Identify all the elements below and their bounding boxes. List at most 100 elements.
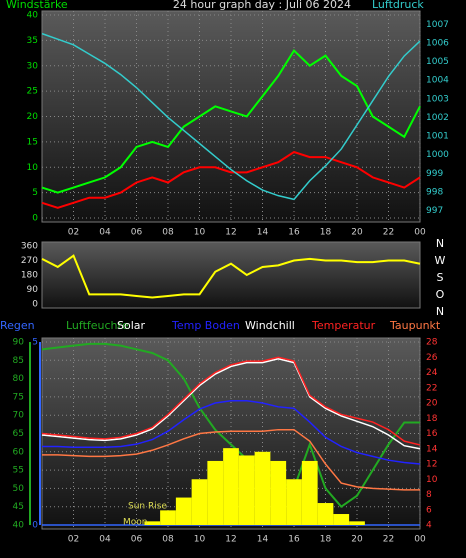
y2-tick-label: 12 bbox=[426, 460, 437, 470]
y-tick-label: 20 bbox=[27, 112, 39, 122]
x-tick-label: 04 bbox=[99, 535, 111, 545]
y2-tick-label: 1004 bbox=[426, 76, 449, 86]
series-line bbox=[42, 399, 421, 465]
y2-tick-label: 998 bbox=[426, 187, 443, 197]
compass-label: O bbox=[436, 288, 445, 301]
x-tick-label: 00 bbox=[414, 535, 426, 545]
y-tick-label: 25 bbox=[27, 87, 38, 97]
legend-entry: Windchill bbox=[245, 319, 295, 332]
legend-entry: Taupunkt bbox=[389, 319, 441, 332]
solar-bar bbox=[349, 521, 365, 525]
solar-bar bbox=[175, 497, 192, 525]
x-tick-label: 14 bbox=[257, 535, 269, 545]
y2-tick-label: 16 bbox=[426, 429, 438, 439]
solar-bar bbox=[254, 451, 271, 525]
y-tick-label: 35 bbox=[27, 36, 38, 46]
y2-tick-label: 24 bbox=[426, 368, 438, 378]
series-line bbox=[41, 32, 421, 201]
y-axis-label: Windstärke bbox=[6, 0, 68, 11]
y2-tick-label: 1002 bbox=[426, 113, 449, 123]
y-tick-label: 50 bbox=[13, 484, 25, 494]
plot-area bbox=[41, 241, 421, 309]
solar-bar bbox=[160, 510, 176, 525]
y-tick-label: 10 bbox=[27, 163, 39, 173]
y2-tick-label: 28 bbox=[426, 338, 438, 348]
y-tick-label: 85 bbox=[13, 356, 24, 366]
y2-tick-label: 1003 bbox=[426, 94, 449, 104]
legend-entry: Regen bbox=[0, 319, 35, 332]
y2-tick-label: 6 bbox=[426, 505, 432, 515]
y2-tick-label: 4 bbox=[426, 521, 432, 531]
rain-tick-label: 0 bbox=[32, 521, 38, 531]
y-tick-label: 90 bbox=[27, 285, 39, 295]
solar-bar bbox=[286, 479, 302, 525]
y-tick-label: 45 bbox=[13, 502, 24, 512]
y-tick-label: 270 bbox=[21, 256, 38, 266]
compass-label: N bbox=[436, 237, 444, 250]
solar-bar bbox=[333, 514, 350, 525]
annotation: Moon bbox=[123, 518, 147, 528]
solar-bar bbox=[270, 460, 287, 525]
y2-tick-label: 8 bbox=[426, 490, 432, 500]
plot-area bbox=[41, 10, 421, 223]
series-line bbox=[41, 254, 421, 299]
x-tick-label: 18 bbox=[320, 535, 332, 545]
series-line bbox=[41, 356, 421, 446]
legend-entry: Temp Boden bbox=[171, 319, 240, 332]
solar-bar bbox=[301, 460, 318, 525]
y-tick-label: 5 bbox=[32, 188, 38, 198]
x-tick-label: 20 bbox=[351, 228, 363, 238]
solar-bar bbox=[238, 455, 255, 525]
x-tick-label: 16 bbox=[288, 228, 300, 238]
y-tick-label: 40 bbox=[13, 521, 25, 531]
series-line bbox=[42, 428, 420, 491]
x-tick-label: 04 bbox=[99, 228, 111, 238]
legend-entry: Temperatur bbox=[311, 319, 376, 332]
x-tick-label: 08 bbox=[162, 535, 174, 545]
y-tick-label: 180 bbox=[21, 271, 38, 281]
x-tick-label: 02 bbox=[68, 228, 79, 238]
y-tick-label: 360 bbox=[21, 242, 38, 252]
x-tick-label: 10 bbox=[194, 535, 206, 545]
solar-bar bbox=[317, 503, 334, 525]
compass-label: W bbox=[435, 254, 446, 267]
x-tick-label: 20 bbox=[351, 535, 363, 545]
y-tick-label: 40 bbox=[27, 11, 39, 21]
compass-label: S bbox=[437, 271, 444, 284]
y2-tick-label: 18 bbox=[426, 414, 438, 424]
y2-tick-label: 1006 bbox=[426, 38, 449, 48]
rain-tick-label: 5 bbox=[32, 338, 38, 348]
solar-bar bbox=[223, 448, 239, 525]
x-tick-label: 02 bbox=[68, 535, 79, 545]
y2-tick-label: 10 bbox=[426, 475, 438, 485]
chart-title: 24 hour graph day : Juli 06 2024 bbox=[173, 0, 351, 11]
series-line bbox=[41, 358, 421, 450]
y2-tick-label: 1005 bbox=[426, 57, 449, 67]
y-tick-label: 55 bbox=[13, 466, 24, 476]
solar-bar bbox=[144, 521, 161, 525]
y2-tick-label: 1001 bbox=[426, 132, 449, 142]
x-tick-label: 22 bbox=[383, 535, 394, 545]
solar-bar bbox=[207, 460, 224, 525]
y-tick-label: 90 bbox=[13, 338, 25, 348]
x-tick-label: 18 bbox=[320, 228, 332, 238]
legend-entry: Luftfeuchte bbox=[66, 319, 129, 332]
y2-tick-label: 997 bbox=[426, 206, 443, 216]
annotation: Sun Rise bbox=[128, 502, 167, 512]
y2-tick-label: 22 bbox=[426, 383, 437, 393]
y-tick-label: 60 bbox=[13, 447, 25, 457]
y-tick-label: 0 bbox=[32, 300, 38, 310]
series-line bbox=[41, 150, 421, 209]
x-tick-label: 14 bbox=[257, 228, 269, 238]
series-line bbox=[41, 48, 421, 194]
x-tick-label: 12 bbox=[225, 228, 236, 238]
x-tick-label: 06 bbox=[131, 228, 143, 238]
x-tick-label: 16 bbox=[288, 535, 300, 545]
legend-entry: Solar bbox=[117, 319, 146, 332]
y-tick-label: 15 bbox=[27, 137, 38, 147]
series-line bbox=[41, 342, 420, 509]
y2-tick-label: 999 bbox=[426, 169, 443, 179]
y-tick-label: 75 bbox=[13, 392, 24, 402]
x-tick-label: 10 bbox=[194, 228, 206, 238]
